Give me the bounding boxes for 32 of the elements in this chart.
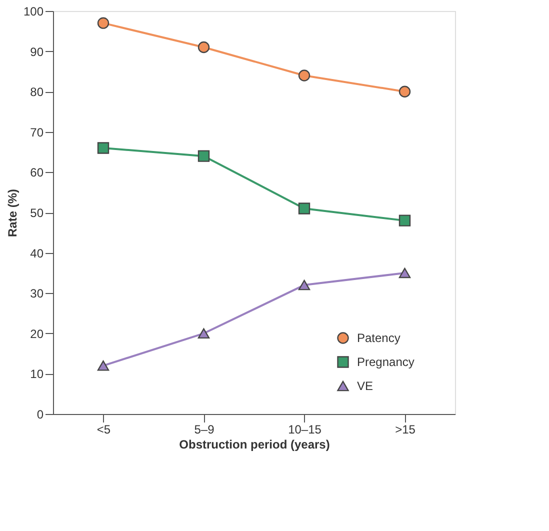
y-tick-label: 0 bbox=[36, 408, 44, 422]
y-tick-label: 80 bbox=[30, 85, 44, 100]
point bbox=[198, 328, 210, 339]
y-tick-label: 30 bbox=[30, 286, 44, 301]
y-tick-label: 70 bbox=[30, 125, 44, 140]
x-tick-label: 10–15 bbox=[288, 422, 322, 436]
y-tick-label: 90 bbox=[30, 44, 44, 59]
point bbox=[298, 202, 310, 214]
point bbox=[298, 280, 310, 290]
x-tick-label: 5–9 bbox=[194, 422, 215, 436]
legend-label: Pregnancy bbox=[357, 355, 414, 369]
y-tick-label: 20 bbox=[30, 326, 44, 341]
y-tick-label: 60 bbox=[30, 166, 44, 180]
y-tick-label: 50 bbox=[30, 206, 44, 220]
y-tick-label: 100 bbox=[23, 4, 44, 18]
point bbox=[198, 41, 210, 54]
point bbox=[198, 150, 210, 162]
x-tick-label: >15 bbox=[395, 422, 416, 436]
y-tick-label: 40 bbox=[30, 246, 44, 260]
point bbox=[398, 86, 411, 98]
y-axis-title: Rate (%) bbox=[5, 188, 20, 238]
x-tick-label: <5 bbox=[96, 422, 111, 436]
legend-label: Patency bbox=[357, 331, 400, 345]
point bbox=[298, 70, 310, 82]
y-tick-label: 10 bbox=[30, 367, 44, 382]
legend-label: VE bbox=[357, 379, 374, 393]
point bbox=[97, 360, 110, 371]
point bbox=[97, 142, 110, 154]
point bbox=[398, 268, 411, 278]
point bbox=[398, 214, 411, 226]
point bbox=[97, 17, 110, 29]
x-axis-title: Obstruction period (years) bbox=[179, 438, 330, 452]
